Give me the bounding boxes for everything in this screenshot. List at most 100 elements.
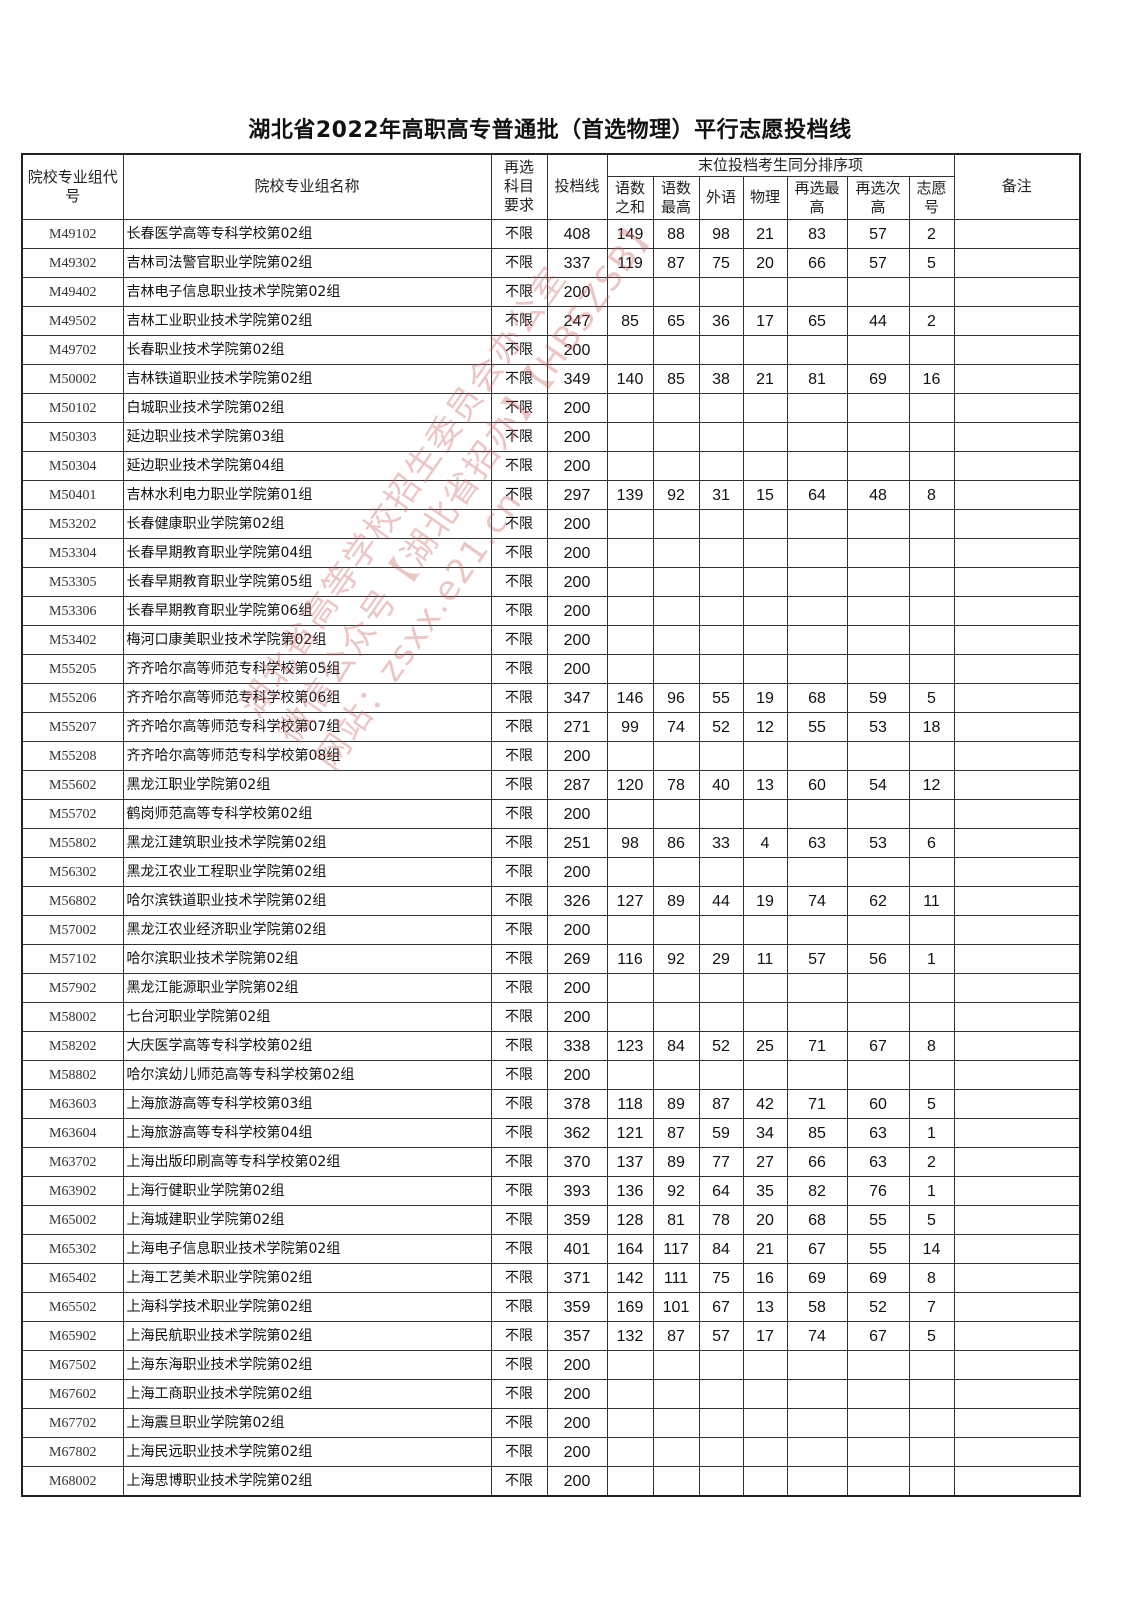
cell-elective-max bbox=[786, 392, 848, 423]
cell-note bbox=[953, 653, 1081, 684]
cell-sum-chinese-math bbox=[606, 1001, 654, 1032]
cell-elective-second: 48 bbox=[846, 479, 910, 510]
cell-max-chinese-math bbox=[652, 914, 700, 945]
cell-score-line: 326 bbox=[546, 885, 608, 916]
cell-preference-no bbox=[908, 537, 955, 568]
cell-max-chinese-math: 96 bbox=[652, 682, 700, 713]
cell-name: 上海工艺美术职业学院第02组 bbox=[122, 1262, 492, 1293]
cell-code: M63604 bbox=[21, 1117, 124, 1148]
cell-physics: 16 bbox=[742, 1262, 788, 1293]
cell-code: M53202 bbox=[21, 508, 124, 539]
cell-subject-req: 不限 bbox=[490, 1465, 548, 1496]
table-row: M57102 哈尔滨职业技术学院第02组 不限 269 116 92 29 11 57 56 1 bbox=[21, 943, 1081, 974]
cell-max-chinese-math: 88 bbox=[652, 218, 700, 249]
cell-score-line: 347 bbox=[546, 682, 608, 713]
cell-code: M53305 bbox=[21, 566, 124, 597]
cell-note bbox=[953, 1146, 1081, 1177]
cell-physics: 19 bbox=[742, 885, 788, 916]
cell-name: 延边职业技术学院第04组 bbox=[122, 450, 492, 481]
table-row: M53202 长春健康职业学院第02组 不限 200 bbox=[21, 508, 1081, 539]
header-elective-second: 再选次高 bbox=[846, 175, 910, 220]
cell-score-line: 370 bbox=[546, 1146, 608, 1177]
table-row: M63603 上海旅游高等专科学校第03组 不限 378 118 89 87 42 71 60 5 bbox=[21, 1088, 1081, 1119]
cell-sum-chinese-math: 99 bbox=[606, 711, 654, 742]
cell-code: M67502 bbox=[21, 1349, 124, 1380]
cell-subject-req: 不限 bbox=[490, 1088, 548, 1119]
table-row: M53306 长春早期教育职业学院第06组 不限 200 bbox=[21, 595, 1081, 626]
cell-preference-no: 16 bbox=[908, 363, 955, 394]
cell-elective-second bbox=[846, 914, 910, 945]
cell-preference-no: 5 bbox=[908, 1088, 955, 1119]
table-row: M57002 黑龙江农业经济职业学院第02组 不限 200 bbox=[21, 914, 1081, 945]
cell-foreign-language bbox=[698, 1465, 744, 1496]
cell-score-line: 200 bbox=[546, 972, 608, 1003]
cell-preference-no bbox=[908, 595, 955, 626]
cell-foreign-language bbox=[698, 1378, 744, 1409]
cell-preference-no: 2 bbox=[908, 305, 955, 336]
cell-note bbox=[953, 769, 1081, 800]
cell-name: 长春早期教育职业学院第04组 bbox=[122, 537, 492, 568]
cell-max-chinese-math bbox=[652, 740, 700, 771]
cell-elective-second bbox=[846, 537, 910, 568]
cell-sum-chinese-math bbox=[606, 914, 654, 945]
cell-note bbox=[953, 537, 1081, 568]
cell-note bbox=[953, 682, 1081, 713]
cell-physics: 21 bbox=[742, 1233, 788, 1264]
cell-max-chinese-math bbox=[652, 798, 700, 829]
cell-max-chinese-math: 85 bbox=[652, 363, 700, 394]
cell-foreign-language bbox=[698, 1001, 744, 1032]
cell-score-line: 200 bbox=[546, 624, 608, 655]
cell-score-line: 401 bbox=[546, 1233, 608, 1264]
cell-elective-second bbox=[846, 1378, 910, 1409]
cell-physics bbox=[742, 392, 788, 423]
cell-sum-chinese-math: 128 bbox=[606, 1204, 654, 1235]
cell-score-line: 247 bbox=[546, 305, 608, 336]
cell-score-line: 393 bbox=[546, 1175, 608, 1206]
table-row: M58002 七台河职业学院第02组 不限 200 bbox=[21, 1001, 1081, 1032]
cell-code: M55207 bbox=[21, 711, 124, 742]
cell-score-line: 200 bbox=[546, 450, 608, 481]
cell-max-chinese-math bbox=[652, 1465, 700, 1496]
cell-elective-second: 55 bbox=[846, 1233, 910, 1264]
cell-sum-chinese-math: 118 bbox=[606, 1088, 654, 1119]
cell-code: M67602 bbox=[21, 1378, 124, 1409]
cell-physics: 20 bbox=[742, 247, 788, 278]
cell-physics bbox=[742, 972, 788, 1003]
cell-code: M55702 bbox=[21, 798, 124, 829]
cell-subject-req: 不限 bbox=[490, 1233, 548, 1264]
cell-foreign-language: 55 bbox=[698, 682, 744, 713]
cell-foreign-language bbox=[698, 1436, 744, 1467]
cell-note bbox=[953, 508, 1081, 539]
cell-elective-max bbox=[786, 624, 848, 655]
cell-code: M50401 bbox=[21, 479, 124, 510]
cell-max-chinese-math bbox=[652, 392, 700, 423]
cell-elective-second bbox=[846, 1407, 910, 1438]
table-row: M67702 上海震旦职业学院第02组 不限 200 bbox=[21, 1407, 1081, 1438]
cell-max-chinese-math bbox=[652, 653, 700, 684]
cell-max-chinese-math: 92 bbox=[652, 479, 700, 510]
cell-subject-req: 不限 bbox=[490, 798, 548, 829]
cell-physics: 17 bbox=[742, 305, 788, 336]
cell-name: 上海旅游高等专科学校第04组 bbox=[122, 1117, 492, 1148]
cell-note bbox=[953, 1291, 1081, 1322]
cell-preference-no bbox=[908, 1465, 955, 1496]
cell-code: M50002 bbox=[21, 363, 124, 394]
table-row: M58202 大庆医学高等专科学校第02组 不限 338 123 84 52 25 71 67 8 bbox=[21, 1030, 1081, 1061]
cell-elective-max bbox=[786, 450, 848, 481]
cell-preference-no: 8 bbox=[908, 479, 955, 510]
cell-note bbox=[953, 1204, 1081, 1235]
cell-foreign-language bbox=[698, 276, 744, 307]
cell-elective-max bbox=[786, 276, 848, 307]
table-row: M55207 齐齐哈尔高等师范专科学校第07组 不限 271 99 74 52 12 55 53 1… bbox=[21, 711, 1081, 742]
cell-name: 吉林司法警官职业学院第02组 bbox=[122, 247, 492, 278]
cell-max-chinese-math: 87 bbox=[652, 1117, 700, 1148]
cell-sum-chinese-math bbox=[606, 1436, 654, 1467]
cell-max-chinese-math: 87 bbox=[652, 1320, 700, 1351]
cell-max-chinese-math bbox=[652, 972, 700, 1003]
cell-physics: 21 bbox=[742, 363, 788, 394]
cell-subject-req: 不限 bbox=[490, 1349, 548, 1380]
cell-physics: 42 bbox=[742, 1088, 788, 1119]
cell-name: 吉林铁道职业技术学院第02组 bbox=[122, 363, 492, 394]
cell-elective-second bbox=[846, 566, 910, 597]
cell-subject-req: 不限 bbox=[490, 885, 548, 916]
